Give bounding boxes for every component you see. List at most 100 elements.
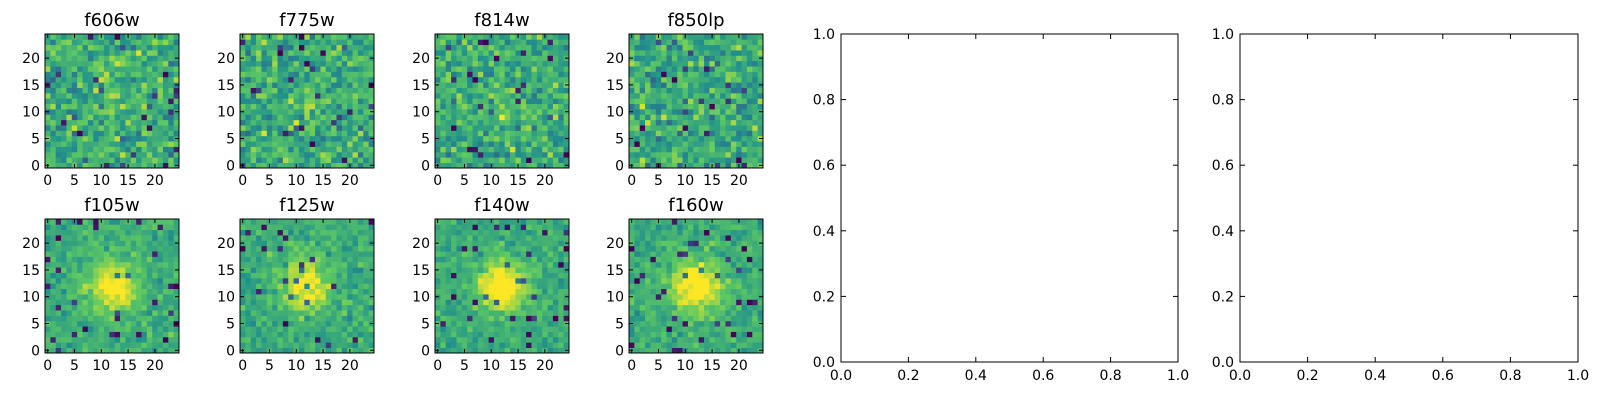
heatmap-cell (267, 332, 273, 338)
heatmap-cell (515, 66, 521, 72)
heatmap-cell (310, 235, 316, 241)
heatmap-cell (494, 77, 500, 83)
heatmap-cell (99, 278, 105, 284)
heatmap-cell (93, 157, 99, 163)
heatmap-cell (446, 299, 452, 305)
heatmap-cell (704, 342, 710, 348)
heatmap-cell (451, 262, 457, 268)
image-panel: f160w0 5 10 15 2005101520 (606, 195, 763, 374)
heatmap-cell (109, 152, 115, 158)
heatmap-cell (141, 326, 147, 332)
heatmap-cell (93, 305, 99, 311)
heatmap-cell (456, 251, 462, 257)
heatmap-cell (661, 130, 667, 136)
heatmap-cell (451, 61, 457, 67)
heatmap-cell (672, 61, 678, 67)
heatmap-cell (473, 257, 479, 263)
heatmap-cell (693, 305, 699, 311)
heatmap-cell (61, 348, 67, 354)
heatmap-cell (353, 152, 359, 158)
heatmap-cell (88, 251, 94, 257)
heatmap-cell (462, 337, 468, 343)
heatmap-cell (261, 98, 267, 104)
heatmap-cell (147, 88, 153, 94)
heatmap-cell (483, 147, 489, 153)
heatmap-cell (77, 147, 83, 153)
heatmap-cell (683, 45, 689, 51)
heatmap-cell (131, 278, 137, 284)
heatmap-cell (104, 326, 110, 332)
heatmap-cell (640, 136, 646, 142)
heatmap-cell (299, 267, 305, 273)
heatmap-cell (537, 152, 543, 158)
heatmap-cell (478, 235, 484, 241)
heatmap-cell (56, 55, 62, 61)
heatmap-cell (715, 283, 721, 289)
heatmap-cell (537, 104, 543, 110)
heatmap-cell (251, 125, 257, 131)
heatmap-cell (478, 98, 484, 104)
heatmap-cell (505, 235, 511, 241)
heatmap-cell (115, 262, 121, 268)
heatmap-cell (136, 109, 142, 115)
heatmap-cell (288, 45, 294, 51)
heatmap-cell (347, 93, 353, 99)
heatmap-cell (672, 321, 678, 327)
heatmap-cell (699, 299, 705, 305)
heatmap-cell (315, 163, 321, 169)
heatmap-cell (742, 82, 748, 88)
heatmap-cell (136, 39, 142, 45)
heatmap-cell (294, 273, 300, 279)
heatmap-cell (542, 55, 548, 61)
heatmap-cell (451, 130, 457, 136)
heatmap-cell (521, 332, 527, 338)
heatmap-cell (650, 77, 656, 83)
heatmap-cell (542, 321, 548, 327)
heatmap-cell (326, 136, 332, 142)
heatmap-cell (304, 294, 310, 300)
heatmap-cell (158, 114, 164, 120)
heatmap-cell (369, 278, 375, 284)
heatmap-cell (467, 219, 473, 225)
heatmap-cell (715, 326, 721, 332)
heatmap-cell (656, 141, 662, 147)
heatmap-cell (251, 332, 257, 338)
heatmap-cell (499, 125, 505, 131)
heatmap-cell (483, 157, 489, 163)
heatmap-cell (61, 278, 67, 284)
heatmap-cell (283, 257, 289, 263)
heatmap-cell (510, 157, 516, 163)
heatmap-cell (478, 348, 484, 354)
heatmap-cell (331, 39, 337, 45)
heatmap-cell (725, 130, 731, 136)
heatmap-cell (104, 72, 110, 78)
heatmap-cell (446, 66, 452, 72)
heatmap-cell (564, 326, 570, 332)
heatmap-cell (553, 114, 559, 120)
heatmap-cell (342, 348, 348, 354)
heatmap-cell (446, 337, 452, 343)
heatmap-cell (683, 39, 689, 45)
heatmap-cell (645, 55, 651, 61)
heatmap-cell (45, 152, 51, 158)
heatmap-cell (548, 61, 554, 67)
heatmap-cell (699, 72, 705, 78)
heatmap-cell (747, 120, 753, 126)
heatmap-cell (456, 257, 462, 263)
heatmap-cell (278, 332, 284, 338)
heatmap-cell (553, 246, 559, 252)
heatmap-cell (494, 289, 500, 295)
heatmap-cell (61, 224, 67, 230)
heatmap-cell (347, 157, 353, 163)
heatmap-cell (515, 152, 521, 158)
heatmap-cell (347, 283, 353, 289)
heatmap-cell (331, 283, 337, 289)
heatmap-cell (256, 39, 262, 45)
heatmap-cell (326, 77, 332, 83)
heatmap-cell (650, 98, 656, 104)
heatmap-cell (45, 114, 51, 120)
heatmap-cell (347, 305, 353, 311)
heatmap-cell (251, 93, 257, 99)
heatmap-cell (688, 326, 694, 332)
heatmap-cell (736, 157, 742, 163)
